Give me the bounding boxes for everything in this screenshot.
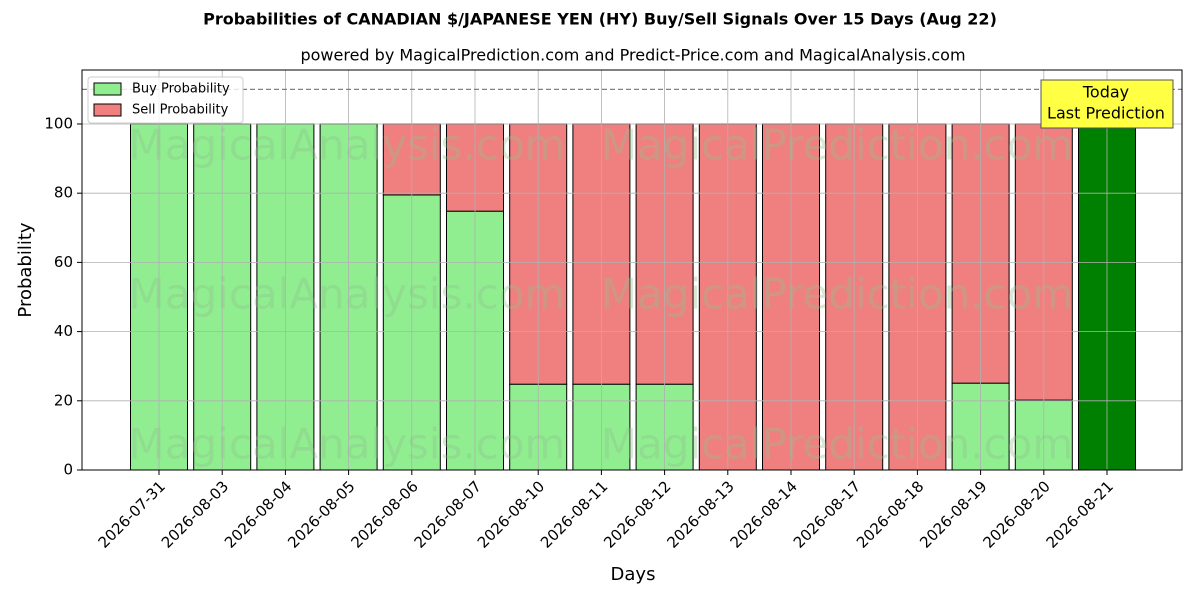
- y-tick-label: 40: [54, 322, 73, 340]
- x-tick-label: 2026-08-10: [474, 477, 548, 551]
- watermark: MagicalAnalysis.com: [129, 121, 566, 170]
- y-tick-label: 80: [54, 184, 73, 202]
- legend-label: Buy Probability: [132, 82, 230, 97]
- x-axis-label: Days: [611, 564, 656, 585]
- x-tick-label: 2026-08-07: [411, 477, 485, 551]
- x-tick-label: 2026-08-05: [284, 477, 358, 551]
- y-tick-label: 100: [44, 114, 73, 132]
- watermark: MagicalPrediction.com: [601, 270, 1074, 319]
- x-tick-label: 2026-08-03: [158, 477, 232, 551]
- x-tick-label: 2026-08-04: [221, 477, 295, 551]
- y-tick-label: 0: [63, 461, 73, 479]
- x-tick-label: 2026-07-31: [95, 477, 169, 551]
- x-tick-label: 2026-08-20: [979, 477, 1053, 551]
- annotation-box: [1040, 79, 1174, 129]
- x-tick-label: 2026-08-21: [1043, 477, 1117, 551]
- x-tick-label: 2026-08-12: [600, 477, 674, 551]
- y-axis-label: Probability: [15, 222, 36, 317]
- y-tick-label: 20: [54, 391, 73, 409]
- x-tick-label: 2026-08-06: [347, 477, 421, 551]
- watermark: MagicalAnalysis.com: [129, 420, 566, 469]
- watermark: MagicalPrediction.com: [601, 121, 1074, 170]
- x-tick-label: 2026-08-13: [663, 477, 737, 551]
- watermark: MagicalAnalysis.com: [129, 270, 566, 319]
- x-tick-label: 2026-08-11: [537, 477, 611, 551]
- legend-swatch: [93, 82, 122, 96]
- chart-subtitle: powered by MagicalPrediction.com and Pre…: [300, 46, 965, 65]
- annotation-text: Today: [1082, 83, 1129, 102]
- legend-box: [87, 76, 244, 124]
- x-tick-label: 2026-08-18: [853, 477, 927, 551]
- legend-swatch: [93, 103, 122, 117]
- watermark: MagicalPrediction.com: [601, 420, 1074, 469]
- x-tick-label: 2026-08-17: [790, 477, 864, 551]
- chart-title: Probabilities of CANADIAN $/JAPANESE YEN…: [203, 10, 997, 29]
- x-tick-label: 2026-08-14: [727, 477, 801, 551]
- plot-frame: [81, 69, 1183, 471]
- annotation-text: Last Prediction: [1047, 104, 1165, 123]
- x-tick-label: 2026-08-19: [916, 477, 990, 551]
- y-tick-label: 60: [54, 253, 73, 271]
- legend-label: Sell Probability: [132, 103, 229, 118]
